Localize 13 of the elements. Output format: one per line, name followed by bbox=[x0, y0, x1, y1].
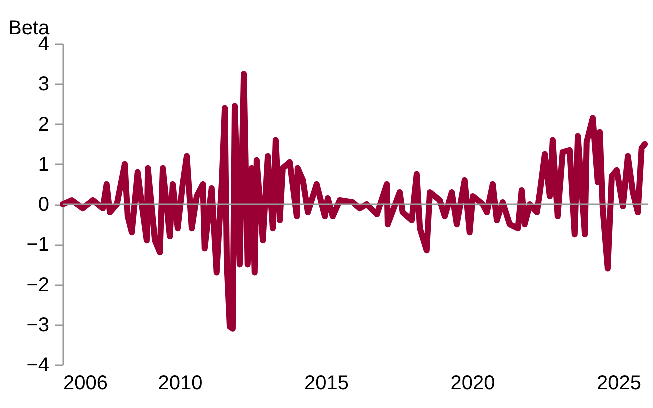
y-tick-label: 1 bbox=[38, 154, 50, 176]
x-tick-label: 2020 bbox=[450, 372, 496, 394]
y-tick-label: −2 bbox=[26, 274, 50, 296]
x-tick-label: 2015 bbox=[304, 372, 349, 394]
y-tick-label: −1 bbox=[26, 234, 50, 256]
y-tick-label: 3 bbox=[38, 74, 50, 96]
y-tick-label: −3 bbox=[26, 314, 50, 336]
x-tick-label: 2010 bbox=[158, 372, 203, 394]
x-tick-label: 2006 bbox=[64, 372, 108, 394]
y-tick-label: −4 bbox=[26, 354, 50, 376]
y-tick-label: 2 bbox=[38, 114, 50, 136]
y-tick-label: 0 bbox=[38, 194, 50, 216]
x-tick-label: 2025 bbox=[597, 372, 642, 394]
